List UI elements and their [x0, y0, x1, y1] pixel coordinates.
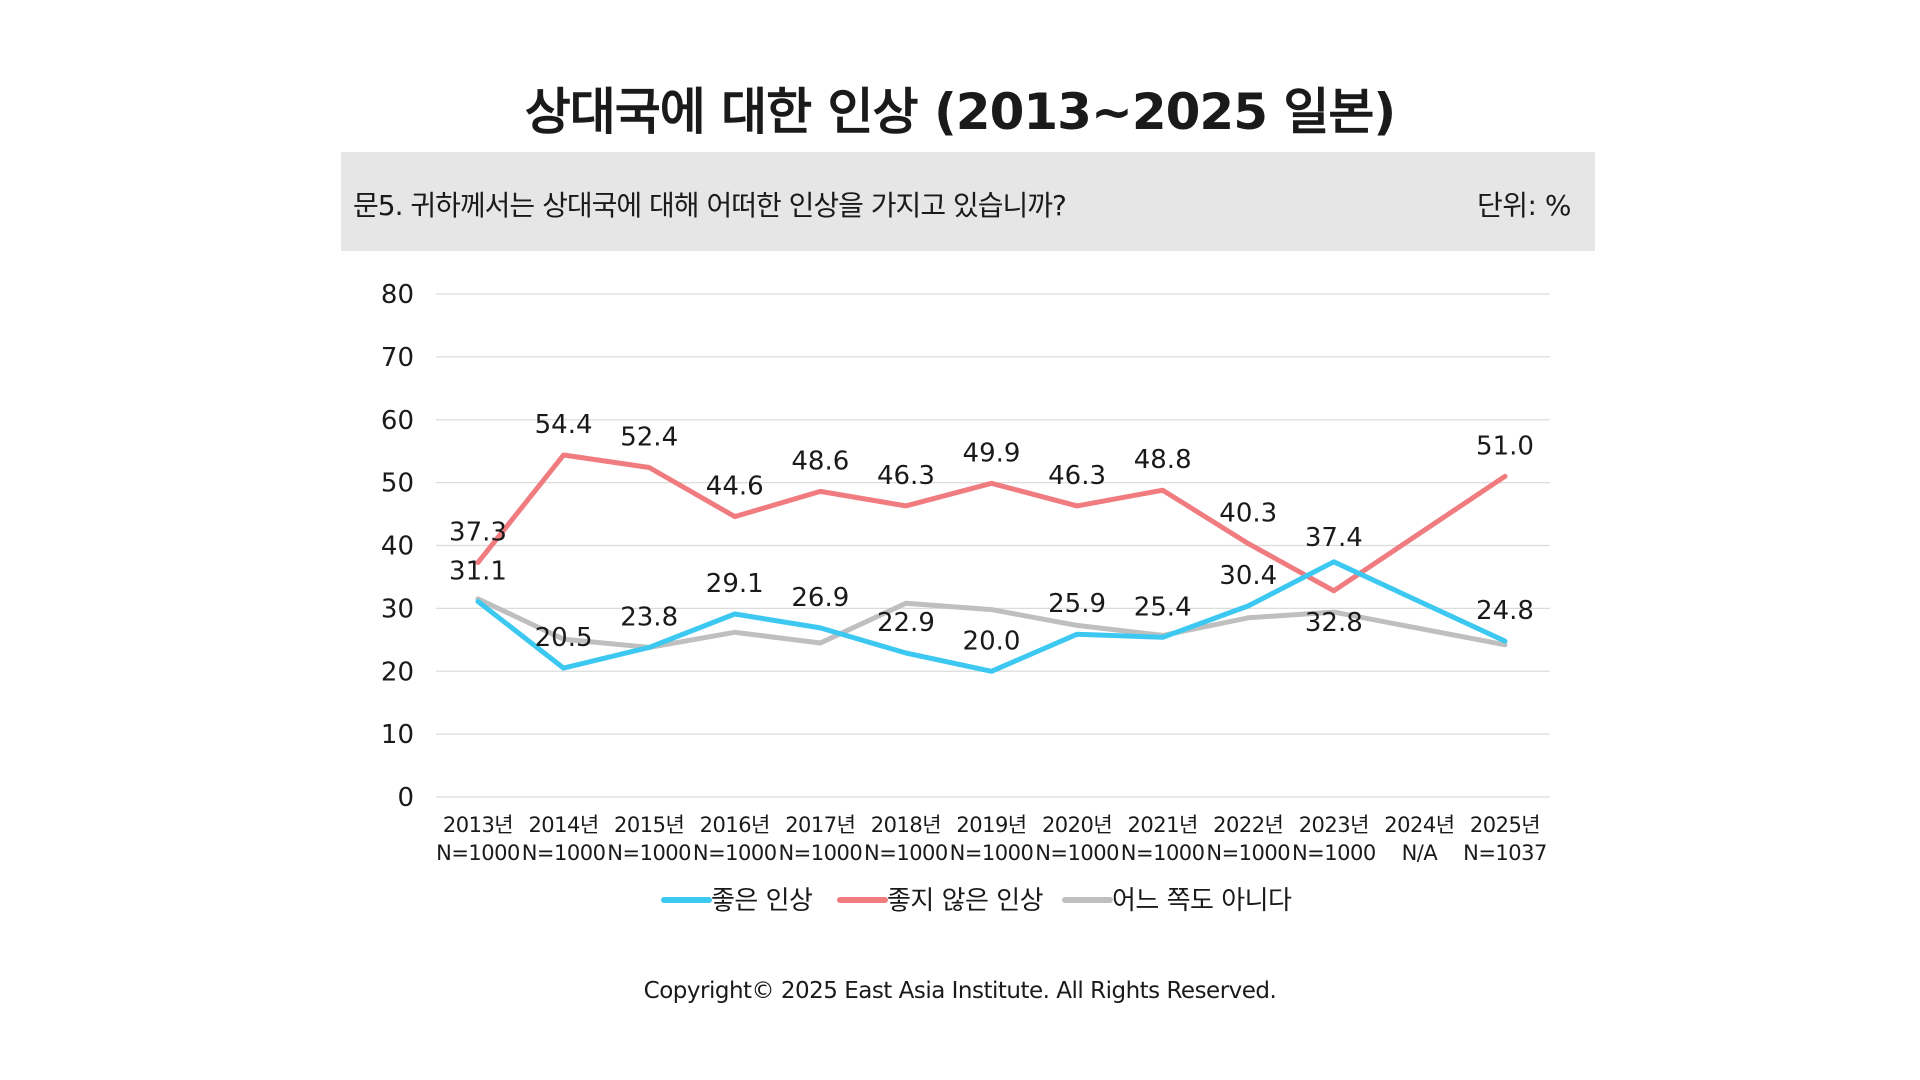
x-axis: 2013년 N=1000 2014년 N=1000 2015년 N=1000 2016년 N=… [436, 813, 1547, 865]
data-label: 46.3 [877, 461, 935, 491]
x-sample-size-label: N=1000 [1206, 841, 1290, 865]
y-tick-label: 40 [381, 532, 414, 562]
x-tick-label: 2022년 [1213, 813, 1283, 837]
x-tick-label: 2023년 [1299, 813, 1369, 837]
data-label: 48.6 [791, 446, 849, 476]
data-label: 29.1 [706, 569, 764, 599]
series-line-1 [475, 452, 1508, 594]
data-label: 23.8 [620, 602, 678, 632]
data-label: 54.4 [535, 410, 593, 440]
data-label: 25.4 [1134, 592, 1192, 622]
question-text: 문5. 귀하께서는 상대국에 대해 어떠한 인상을 가지고 있습니까? [353, 189, 1067, 222]
x-sample-size-label: N=1000 [864, 841, 948, 865]
x-tick-label: 2021년 [1128, 813, 1198, 837]
data-label: 25.9 [1048, 589, 1106, 619]
x-tick-label: 2025년 [1470, 813, 1540, 837]
x-sample-size-label: N=1000 [1035, 841, 1119, 865]
data-label: 51.0 [1476, 431, 1534, 461]
x-sample-size-label: N=1000 [950, 841, 1034, 865]
data-label: 31.1 [449, 556, 507, 586]
y-tick-label: 0 [397, 783, 414, 813]
x-sample-size-label: N=1000 [1121, 841, 1205, 865]
series-lines [475, 452, 1508, 674]
legend-label: 어느 쪽도 아니다 [1112, 886, 1292, 916]
x-sample-size-label: N=1037 [1463, 841, 1547, 865]
data-label: 26.9 [791, 583, 849, 613]
y-tick-label: 10 [381, 720, 414, 750]
data-label: 37.3 [449, 517, 507, 547]
data-label: 40.3 [1219, 499, 1277, 529]
legend: 좋은 인상 좋지 않은 인상 어느 쪽도 아니다 [661, 886, 1293, 916]
x-sample-size-label: N=1000 [522, 841, 606, 865]
y-axis: 0 10 20 30 40 50 60 70 80 [381, 280, 414, 813]
x-tick-label: 2018년 [871, 813, 941, 837]
data-label: 48.8 [1134, 445, 1192, 475]
y-tick-label: 80 [381, 280, 414, 310]
chart-title: 상대국에 대한 인상 (2013~2025 일본) [524, 83, 1397, 141]
y-tick-label: 20 [381, 657, 414, 687]
x-tick-label: 2019년 [956, 813, 1026, 837]
x-tick-label: 2013년 [443, 813, 513, 837]
x-sample-size-label: N=1000 [778, 841, 862, 865]
x-sample-size-label: N/A [1402, 841, 1439, 865]
series-line-0 [475, 559, 1508, 674]
legend-label: 좋지 않은 인상 [887, 886, 1043, 916]
x-sample-size-label: N=1000 [607, 841, 691, 865]
x-sample-size-label: N=1000 [693, 841, 777, 865]
x-sample-size-label: N=1000 [436, 841, 520, 865]
x-tick-label: 2024년 [1384, 813, 1454, 837]
x-tick-label: 2020년 [1042, 813, 1112, 837]
data-label: 37.4 [1305, 523, 1363, 553]
legend-label: 좋은 인상 [711, 886, 812, 916]
y-tick-label: 50 [381, 469, 414, 499]
gridlines [436, 293, 1550, 798]
data-label: 24.8 [1476, 596, 1534, 626]
y-tick-label: 30 [381, 594, 414, 624]
data-label: 20.0 [963, 626, 1021, 656]
data-label: 49.9 [963, 438, 1021, 468]
series-line-2 [475, 596, 1508, 650]
x-tick-label: 2016년 [700, 813, 770, 837]
line-chart: 0 10 20 30 40 50 60 70 80 2013년 N=1000 2014년 N=1000… [381, 280, 1550, 916]
data-label: 32.8 [1305, 608, 1363, 638]
x-tick-label: 2014년 [528, 813, 598, 837]
question-bar: 문5. 귀하께서는 상대국에 대해 어떠한 인상을 가지고 있습니까? 단위: … [341, 152, 1595, 251]
data-label: 52.4 [620, 423, 678, 453]
y-tick-label: 70 [381, 343, 414, 373]
x-sample-size-label: N=1000 [1292, 841, 1376, 865]
x-tick-label: 2015년 [614, 813, 684, 837]
y-tick-label: 60 [381, 406, 414, 436]
data-label: 46.3 [1048, 461, 1106, 491]
data-label: 20.5 [535, 623, 593, 653]
data-label: 44.6 [706, 472, 764, 502]
data-labels: 31.1 20.5 23.8 29.1 26.9 22.9 20.0 25.9 25.4 30.4… [449, 410, 1534, 656]
x-tick-label: 2017년 [785, 813, 855, 837]
copyright-notice: Copyright© 2025 East Asia Institute. All… [643, 978, 1277, 1004]
data-label: 22.9 [877, 608, 935, 638]
data-label: 30.4 [1219, 561, 1277, 591]
unit-label: 단위: % [1477, 189, 1571, 222]
